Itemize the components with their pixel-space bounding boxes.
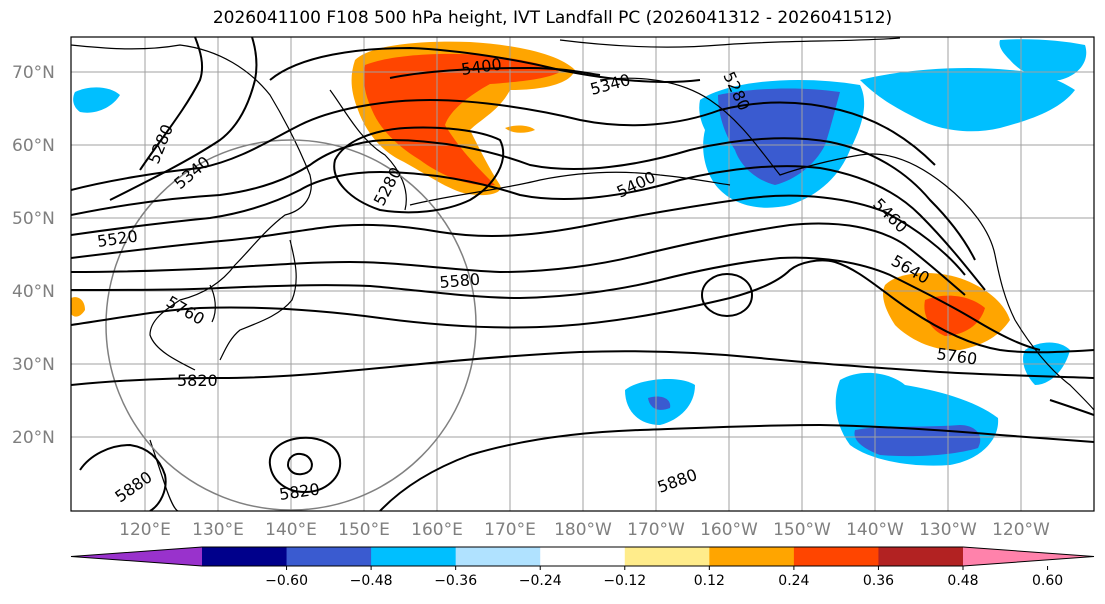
- colorbar-tick-label: 0.48: [947, 573, 978, 589]
- lon-label: 160°E: [411, 520, 463, 540]
- lon-label: 150°W: [773, 520, 831, 540]
- contour-label: 5880: [655, 465, 700, 497]
- colorbar-tick-label: −0.36: [434, 573, 477, 589]
- contour-5640: [71, 222, 966, 296]
- contour-label: 5760: [935, 344, 978, 368]
- lat-lon-grid: [71, 37, 1094, 511]
- coastline-japan: [219, 239, 297, 361]
- colorbar-tick-label: 0.36: [863, 573, 894, 589]
- ivt-positive-core-westcoast: [924, 295, 985, 336]
- colorbar-segment: [709, 547, 795, 566]
- colorbar-tick-label: 0.60: [1032, 573, 1063, 589]
- lat-label: 70°N: [12, 63, 55, 83]
- colorbar-outline: [70, 546, 1095, 567]
- ivt-negative-core-subtropic1: [648, 396, 671, 410]
- ivt-shading: [71, 39, 1087, 466]
- lon-label: 120°W: [992, 520, 1050, 540]
- ivt-positive-small-bering: [505, 125, 535, 133]
- contour-label: 5760: [163, 292, 208, 329]
- contour-5280-west: [139, 37, 204, 171]
- colorbar-tick-label: 0.24: [778, 573, 809, 589]
- lon-label: 170°W: [627, 520, 685, 540]
- colorbar-tick-label: 0.12: [694, 573, 725, 589]
- colorbar-tick-label: −0.48: [350, 573, 393, 589]
- lon-label: 130°W: [919, 520, 977, 540]
- colorbar-segment: [455, 547, 541, 566]
- contour-label: 5340: [170, 152, 213, 193]
- lon-label: 140°E: [265, 520, 317, 540]
- lon-label: 160°W: [700, 520, 758, 540]
- contour-label: 5280: [370, 164, 406, 209]
- colorbar-tick-label: −0.12: [603, 573, 646, 589]
- longitude-labels: 120°E 130°E 140°E 150°E 160°E 170°E 180°…: [119, 520, 1050, 540]
- ivt-negative-core-subtropic2: [854, 425, 981, 457]
- contour-label: 5820: [177, 371, 218, 390]
- contour-label: 5880: [111, 467, 155, 506]
- contour-5340-west: [109, 37, 258, 201]
- lon-label: 120°E: [119, 520, 171, 540]
- colorbar: −0.60 −0.48 −0.36 −0.24 −0.12 0.12 0.24 0.36 0.4…: [70, 546, 1095, 589]
- colorbar-extend-high: [963, 547, 1094, 566]
- contour-label: 5580: [439, 270, 481, 292]
- lat-label: 40°N: [12, 282, 55, 302]
- lon-label: 140°W: [846, 520, 904, 540]
- contour-5820-closed: [268, 436, 342, 494]
- colorbar-segment: [371, 547, 457, 566]
- map-frame: [70, 36, 1095, 512]
- contour-label-group: 5400 5340 5280 5340 5280 5280 5400 5520 …: [96, 54, 978, 506]
- contour-5460: [71, 137, 976, 261]
- contour-5820: [71, 350, 1094, 386]
- contour-5760-oval: [700, 272, 754, 318]
- colorbar-segment: [202, 547, 288, 566]
- lon-label: 150°E: [338, 520, 390, 540]
- colorbar-segment: [793, 547, 879, 566]
- contour-5700: [71, 256, 1041, 351]
- coastline-asia-east: [71, 44, 312, 371]
- latitude-labels: 70°N 60°N 50°N 40°N 30°N 20°N: [12, 63, 55, 448]
- lon-label: 180°W: [554, 520, 612, 540]
- contour-5880-right: [1049, 399, 1094, 416]
- colorbar-tick-label: −0.60: [265, 573, 308, 589]
- ivt-positive-core-bering: [363, 53, 560, 186]
- lat-label: 50°N: [12, 209, 55, 229]
- lat-label: 20°N: [12, 428, 55, 448]
- colorbar-segment: [286, 547, 372, 566]
- contour-5820-small: [286, 452, 313, 476]
- ivt-positive-region-westedge: [71, 297, 85, 317]
- lon-label: 130°E: [192, 520, 244, 540]
- ivt-negative-core-alaska: [718, 88, 840, 185]
- contour-label: 5280: [144, 122, 177, 167]
- ivt-negative-region-west: [73, 87, 120, 113]
- coastline-arctic: [559, 37, 901, 48]
- lat-label: 60°N: [12, 136, 55, 156]
- contour-5580: [71, 194, 966, 276]
- landfall-range-circle: [105, 139, 477, 511]
- contour-label: 5820: [278, 479, 321, 503]
- contour-5280-low: [333, 126, 505, 214]
- contour-5760: [71, 259, 1094, 354]
- contour-5400: [71, 98, 936, 191]
- height-contours: [71, 37, 1094, 511]
- contour-5340-north: [269, 46, 701, 83]
- contour-5880-south: [79, 443, 167, 511]
- coastline-aleutians: [409, 171, 731, 206]
- coastline-alaska: [599, 77, 1094, 411]
- plot-title: 2026041100 F108 500 hPa height, IVT Land…: [212, 8, 893, 28]
- lat-label: 30°N: [12, 355, 55, 375]
- contour-5520: [71, 165, 986, 291]
- coastline-kamchatka: [329, 89, 407, 211]
- colorbar-segment: [878, 547, 964, 566]
- colorbar-extend-low: [71, 547, 202, 566]
- colorbar-segment: [540, 547, 626, 566]
- contour-5880: [379, 423, 1094, 511]
- colorbar-tick-label: −0.24: [519, 573, 562, 589]
- contour-5400-north: [389, 66, 601, 79]
- lon-label: 170°E: [484, 520, 536, 540]
- colorbar-segment: [624, 547, 710, 566]
